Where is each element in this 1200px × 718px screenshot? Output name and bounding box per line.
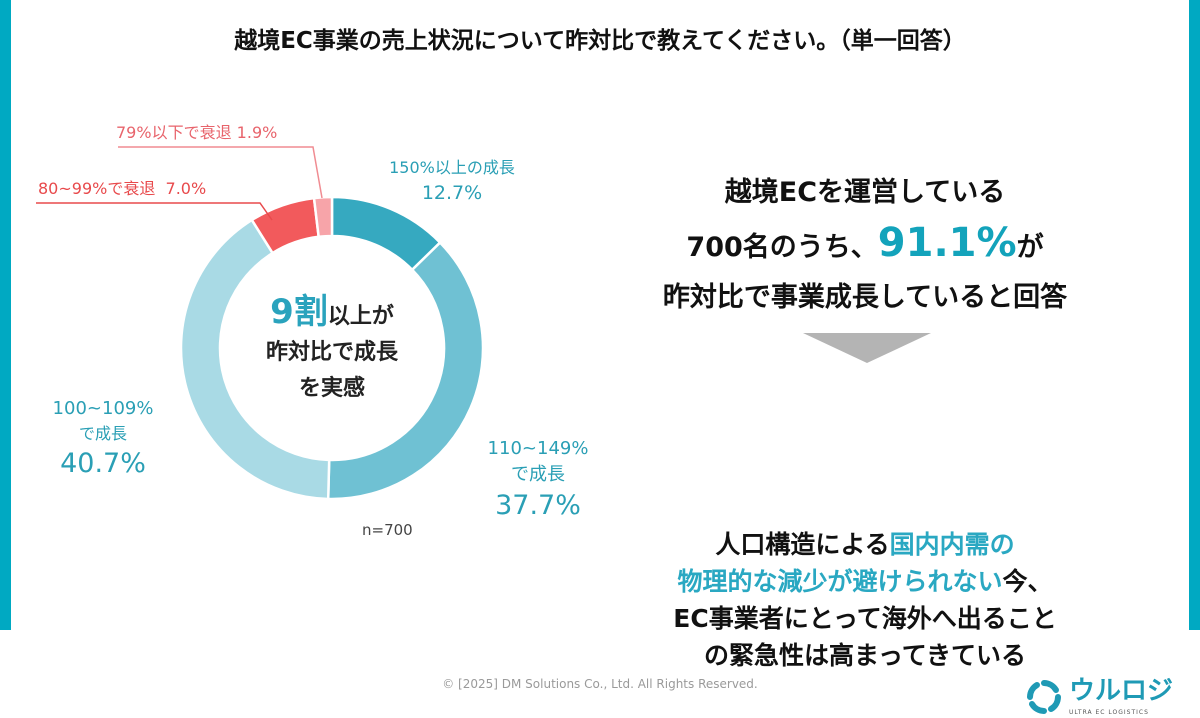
conclusion-line4: の緊急性は高まってきている — [703, 641, 1026, 670]
slice-label-100-line2: で成長 — [78, 424, 127, 443]
slice-label-150: 150%以上の成長 12.7% — [372, 156, 532, 206]
conclusion-pre: 人口構造による — [715, 530, 890, 559]
conclusion-mid: 今、 — [1002, 567, 1053, 596]
slice-label-79: 79%以下で衰退 1.9% — [116, 122, 277, 144]
center-line1: 9割以上が — [232, 294, 432, 335]
slice-label-110-line1: 110~149% — [487, 438, 589, 459]
slice-label-80: 80~99%で衰退 7.0% — [38, 178, 206, 200]
conclusion-line2: 物理的な減少が避けられない今、 — [600, 563, 1130, 600]
slice-label-110-value: 37.7% — [495, 490, 581, 521]
center-line3: を実感 — [298, 376, 365, 401]
conclusion-line1: 人口構造による国内内需の — [600, 526, 1130, 563]
conclusion-line3: EC事業者にとって海外へ出ること — [673, 604, 1057, 633]
slice-label-100: 100~109% で成長 40.7% — [28, 396, 178, 482]
slice-label-100-value: 40.7% — [60, 448, 146, 479]
donut-slice-s79 — [312, 195, 334, 239]
slice-label-79-name: 79%以下で衰退 — [116, 123, 232, 142]
summary-highlight-value: 91.1% — [877, 220, 1017, 266]
donut-chart — [36, 146, 485, 501]
summary-line1: 越境ECを運営している — [724, 177, 1006, 208]
logo-name: ウルロジ — [1069, 676, 1174, 706]
slice-label-110-line2: で成長 — [511, 464, 565, 485]
slice-label-110: 110~149% で成長 37.7% — [448, 436, 628, 524]
copyright: © [2025] DM Solutions Co., Ltd. All Righ… — [442, 677, 758, 691]
summary-headline: 越境ECを運営している 700名のうち、91.1%が 昨対比で事業成長していると… — [600, 168, 1130, 323]
slice-label-150-value: 12.7% — [421, 182, 483, 204]
summary-conclusion: 人口構造による国内内需の 物理的な減少が避けられない今、 EC事業者にとって海外… — [600, 526, 1130, 674]
slice-label-79-value: 1.9% — [236, 123, 278, 142]
slice-label-80-name: 80~99%で衰退 — [38, 179, 156, 198]
sample-size: n=700 — [362, 521, 413, 539]
slice-label-100-line1: 100~109% — [52, 398, 154, 419]
leader-line-79 — [118, 146, 323, 199]
brand-logo: ウルロジ ULTRA EC LOGISTICS — [1025, 676, 1175, 718]
slice-label-80-value: 7.0% — [165, 179, 207, 198]
down-triangle-icon — [803, 333, 931, 363]
left-accent-bar — [0, 0, 11, 630]
summary-line2-post: が — [1016, 232, 1044, 263]
center-line2: 昨対比で成長 — [265, 340, 398, 365]
slice-label-150-name: 150%以上の成長 — [389, 158, 515, 177]
summary-line2-pre: 700名のうち、 — [686, 232, 878, 263]
center-highlight: 9割 — [270, 292, 328, 332]
chart-title: 越境EC事業の売上状況について昨対比で教えてください。（単一回答） — [234, 28, 966, 54]
logo-ring-icon — [1027, 680, 1061, 714]
donut-slice-s100 — [179, 218, 331, 501]
logo-subtitle: ULTRA EC LOGISTICS — [1069, 709, 1149, 716]
summary-line2: 700名のうち、91.1%が — [600, 218, 1130, 273]
right-accent-bar — [1189, 0, 1200, 630]
leader-line-80 — [36, 202, 273, 221]
conclusion-hl1: 国内内需の — [889, 530, 1015, 559]
conclusion-hl2: 物理的な減少が避けられない — [677, 567, 1003, 596]
donut-center-text: 9割以上が 昨対比で成長 を実感 — [232, 294, 432, 407]
center-line1-rest: 以上が — [327, 304, 394, 329]
summary-line3: 昨対比で事業成長していると回答 — [662, 282, 1068, 313]
